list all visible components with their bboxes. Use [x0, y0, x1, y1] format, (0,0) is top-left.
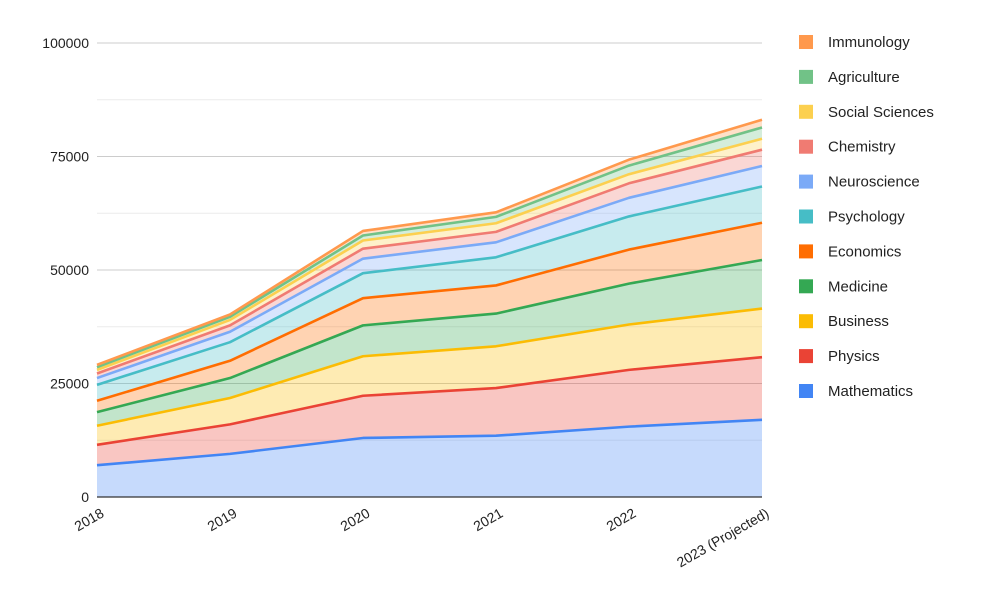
legend-swatch: [799, 244, 813, 259]
x-tick-label: 2019: [205, 505, 240, 535]
legend-label: Neuroscience: [828, 174, 920, 191]
area-agriculture: [97, 127, 762, 370]
plot-area: [97, 119, 762, 497]
area-immunology: [97, 119, 762, 368]
legend-item-chemistry: Chemistry: [799, 139, 896, 156]
legend-label: Physics: [828, 348, 880, 365]
area-physics: [97, 357, 762, 466]
line-psychology: [96, 185, 763, 387]
legend-label: Medicine: [828, 278, 888, 295]
x-tick-label: 2023 (Projected): [674, 505, 772, 571]
series-lines: [96, 118, 763, 467]
line-mathematics: [96, 418, 763, 467]
legend-label: Social Sciences: [828, 104, 934, 121]
y-tick-label: 0: [81, 489, 89, 505]
legend-swatch: [799, 314, 813, 329]
legend-item-psychology: Psychology: [799, 209, 905, 226]
legend-swatch: [799, 69, 813, 84]
line-agriculture: [96, 126, 763, 369]
legend-label: Mathematics: [828, 383, 913, 400]
y-tick-label: 75000: [50, 149, 89, 165]
line-physics: [96, 355, 763, 447]
legend-item-agriculture: Agriculture: [799, 69, 900, 86]
legend-label: Chemistry: [828, 139, 896, 156]
area-business: [97, 308, 762, 445]
legend-label: Economics: [828, 243, 901, 260]
legend-swatch: [799, 139, 813, 154]
y-tick-label: 25000: [50, 376, 89, 392]
area-chemistry: [97, 149, 762, 379]
legend-item-medicine: Medicine: [799, 278, 888, 295]
legend-swatch: [799, 279, 813, 294]
legend-swatch: [799, 349, 813, 364]
area-medicine: [97, 260, 762, 426]
line-social-sciences: [96, 137, 763, 372]
line-business: [96, 307, 763, 427]
x-tick-label: 2018: [72, 505, 107, 535]
legend-swatch: [799, 209, 813, 224]
x-tick-label: 2021: [471, 505, 506, 535]
legend-label: Immunology: [828, 34, 910, 51]
area-social-sciences: [97, 138, 762, 374]
legend: Immunology Agriculture Social Sciences Chem…: [799, 34, 934, 400]
area-neuroscience: [97, 166, 762, 385]
legend-item-mathematics: Mathematics: [799, 383, 913, 400]
area-psychology: [97, 186, 762, 401]
line-immunology: [96, 118, 763, 367]
legend-item-physics: Physics: [799, 348, 880, 365]
line-economics: [96, 221, 763, 402]
legend-swatch: [799, 174, 813, 189]
legend-label: Psychology: [828, 209, 905, 226]
legend-item-neuroscience: Neuroscience: [799, 174, 920, 191]
line-medicine: [96, 258, 763, 414]
line-chemistry: [96, 148, 763, 375]
y-tick-label: 100000: [42, 35, 89, 51]
legend-item-immunology: Immunology: [799, 34, 910, 51]
legend-swatch: [799, 35, 813, 49]
legend-label: Agriculture: [828, 69, 900, 86]
area-mathematics: [97, 419, 762, 497]
legend-item-economics: Economics: [799, 243, 901, 260]
legend-swatch: [799, 104, 813, 119]
x-tick-label: 2020: [338, 505, 373, 535]
line-neuroscience: [96, 164, 763, 380]
legend-item-business: Business: [799, 313, 889, 330]
legend-label: Business: [828, 313, 889, 330]
x-tick-label: 2022: [604, 505, 639, 535]
legend-swatch: [799, 384, 813, 398]
y-tick-label: 50000: [50, 262, 89, 278]
legend-item-social-sciences: Social Sciences: [799, 104, 934, 121]
